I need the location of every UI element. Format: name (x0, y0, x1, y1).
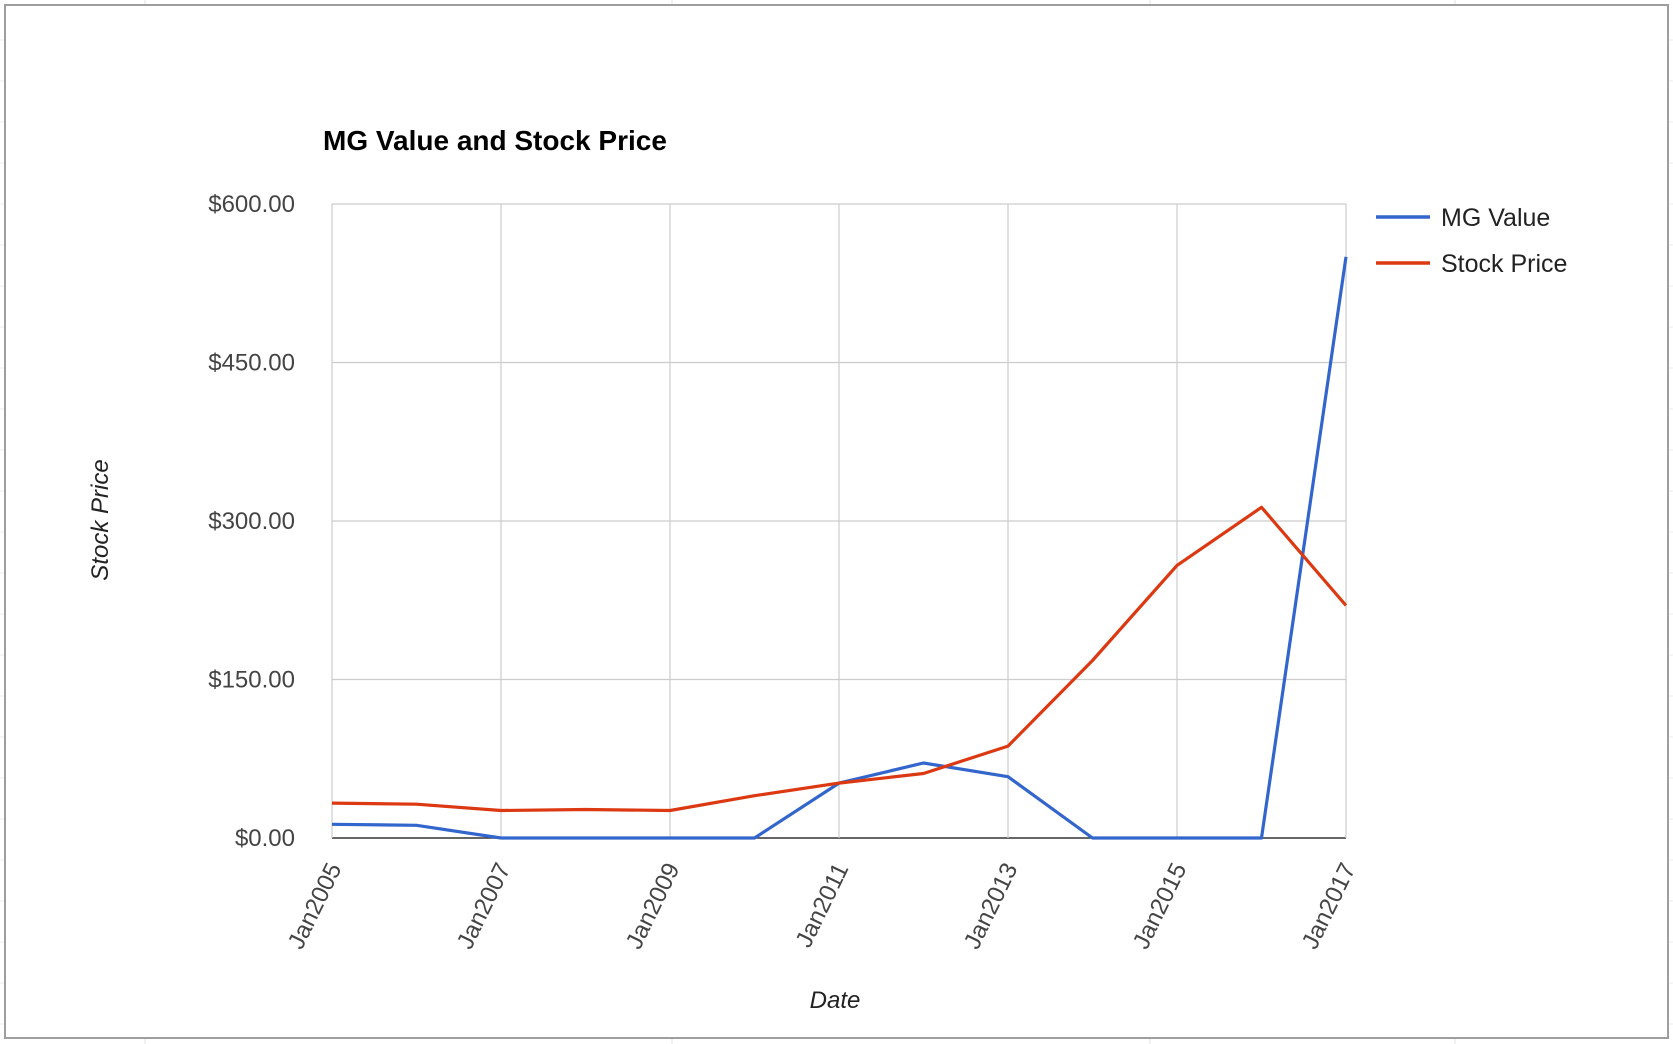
x-axis-tick-labels: Jan2005 Jan2007 Jan2009 Jan2011 Jan2013 Jan20… (283, 859, 1362, 954)
plot-gridlines (331, 203, 1347, 839)
x-tick-label: Jan2011 (791, 859, 855, 952)
y-tick-label: $600.00 (208, 191, 295, 218)
x-tick-label: Jan2017 (1297, 859, 1362, 954)
x-tick-label: Jan2015 (1128, 859, 1193, 954)
x-tick-label: Jan2005 (283, 859, 348, 954)
series-line-stock-price (331, 505, 1348, 813)
y-tick-label: $300.00 (208, 508, 295, 535)
legend-label: MG Value (1441, 204, 1550, 232)
y-tick-label: $450.00 (208, 350, 295, 377)
y-tick-label: $150.00 (208, 667, 295, 694)
legend-label: Stock Price (1441, 250, 1567, 278)
chart-legend: MG Value Stock Price (1376, 204, 1567, 278)
x-tick-label: Jan2009 (621, 859, 686, 954)
y-tick-label: $0.00 (235, 825, 295, 852)
y-axis-tick-labels: $0.00 $150.00 $300.00 $450.00 $600.00 (208, 191, 295, 852)
x-tick-label: Jan2007 (452, 859, 517, 954)
x-tick-label: Jan2013 (959, 859, 1024, 954)
x-axis-title: Date (810, 987, 861, 1014)
chart-title: MG Value and Stock Price (323, 125, 667, 156)
series-lines (331, 256, 1348, 840)
y-axis-title: Stock Price (87, 459, 114, 580)
